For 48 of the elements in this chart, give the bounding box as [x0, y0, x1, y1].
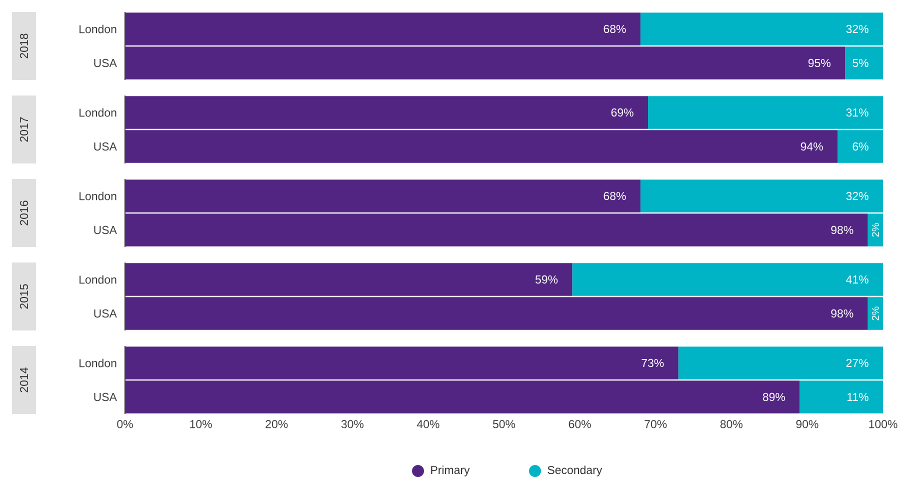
x-tick-label: 80%	[720, 420, 742, 428]
data-label: 94%	[800, 142, 823, 151]
data-label: 41%	[846, 275, 868, 284]
data-label: 31%	[846, 108, 868, 117]
data-label: 32%	[846, 192, 868, 200]
y-tick-label: USA	[94, 309, 117, 318]
y-axis-title: 2016	[20, 200, 28, 226]
y-axis-title: 2017	[20, 117, 28, 142]
x-tick-label: 30%	[341, 420, 364, 428]
y-tick-label: London	[80, 108, 116, 117]
x-tick-label: 20%	[266, 420, 288, 428]
data-label: 69%	[611, 108, 634, 117]
x-tick-label: 70%	[644, 420, 667, 428]
x-tick-label: 60%	[568, 420, 591, 428]
data-label: 68%	[604, 192, 626, 200]
x-tick-label: 10%	[190, 420, 212, 428]
data-label: 73%	[642, 358, 664, 368]
legend-label: Primary	[431, 466, 470, 476]
data-label: 89%	[762, 392, 786, 402]
x-tick-label: 0%	[117, 420, 133, 428]
data-label: 68%	[604, 24, 626, 34]
y-axis-title: 2018	[20, 34, 28, 58]
legend-label: Secondary	[548, 466, 602, 476]
y-tick-label: London	[80, 24, 116, 34]
data-label: 98%	[831, 226, 854, 234]
y-tick-label: London	[80, 192, 116, 200]
data-label: 98%	[831, 309, 854, 318]
data-label: 2%	[872, 306, 879, 320]
data-label: 11%	[848, 392, 868, 402]
x-tick-label: 90%	[796, 420, 818, 428]
data-label: 32%	[846, 24, 868, 34]
y-axis-title: 2015	[20, 284, 28, 309]
x-tick-label: 100%	[869, 420, 898, 428]
data-label: 95%	[808, 58, 830, 68]
y-tick-label: USA	[94, 142, 117, 151]
data-label: 27%	[846, 358, 868, 368]
data-label: 5%	[852, 58, 868, 68]
data-label: 6%	[852, 142, 868, 151]
y-tick-label: USA	[94, 226, 117, 234]
x-tick-label: 50%	[492, 420, 516, 428]
data-label: 59%	[535, 275, 558, 284]
x-tick-label: 40%	[416, 420, 440, 428]
data-label: 2%	[872, 223, 879, 237]
y-tick-label: London	[80, 358, 116, 368]
y-axis-title: 2014	[20, 368, 28, 392]
y-tick-label: USA	[94, 392, 117, 402]
y-tick-label: London	[80, 275, 116, 284]
y-tick-label: USA	[94, 58, 117, 68]
